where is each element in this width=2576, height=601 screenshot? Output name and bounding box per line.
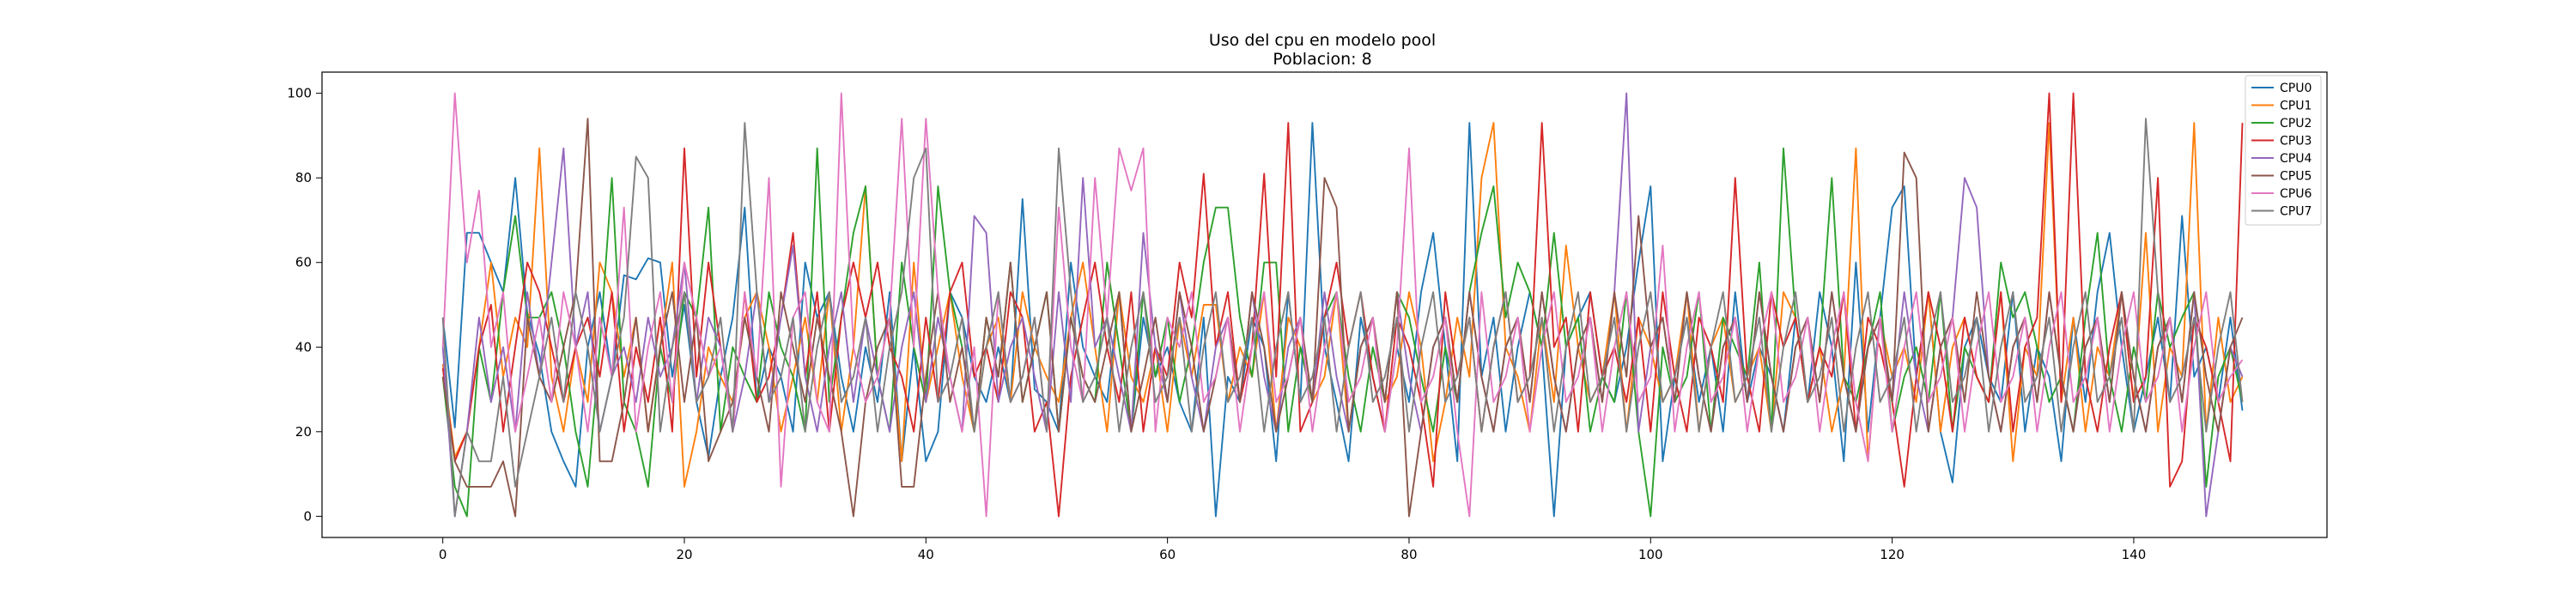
legend-label-cpu2: CPU2 bbox=[2280, 117, 2312, 131]
legend-label-cpu4: CPU4 bbox=[2280, 152, 2312, 166]
legend-label-cpu3: CPU3 bbox=[2280, 135, 2312, 149]
plot-frame bbox=[321, 71, 2328, 538]
x-tick-label: 60 bbox=[1159, 547, 1176, 562]
series-line-cpu0 bbox=[441, 122, 2244, 518]
y-tick-label: 40 bbox=[295, 339, 312, 355]
y-tick-label: 0 bbox=[303, 508, 312, 524]
legend-label-cpu5: CPU5 bbox=[2280, 170, 2312, 184]
legend-label-cpu0: CPU0 bbox=[2280, 82, 2312, 95]
series-lines bbox=[441, 92, 2244, 518]
x-tick-label: 80 bbox=[1400, 547, 1417, 562]
legend-box bbox=[2245, 75, 2322, 226]
legend-label-cpu1: CPU1 bbox=[2280, 100, 2312, 113]
y-tick-label: 80 bbox=[295, 170, 312, 185]
series-line-cpu5 bbox=[441, 118, 2244, 518]
x-tick-label: 0 bbox=[439, 547, 447, 562]
legend: CPU0 CPU1 CPU2 CPU3 CPU4 CPU5 CPU6 CPU7 bbox=[2245, 75, 2322, 226]
y-tick-label: 20 bbox=[295, 424, 312, 440]
y-axis: 0 20 40 60 80 100 bbox=[287, 86, 322, 524]
x-axis: 0 20 40 60 80 100 120 140 bbox=[439, 537, 2146, 562]
legend-label-cpu6: CPU6 bbox=[2280, 187, 2312, 201]
y-tick-label: 100 bbox=[287, 86, 312, 101]
chart-subtitle: Poblacion: 8 bbox=[1273, 50, 1371, 69]
series-line-cpu6 bbox=[441, 92, 2244, 518]
x-tick-label: 40 bbox=[918, 547, 934, 562]
x-tick-label: 120 bbox=[1880, 547, 1905, 562]
x-tick-label: 20 bbox=[676, 547, 692, 562]
chart-title: Uso del cpu en modelo pool bbox=[1209, 31, 1436, 50]
y-tick-label: 60 bbox=[295, 255, 312, 270]
x-tick-label: 140 bbox=[2122, 547, 2147, 562]
legend-label-cpu7: CPU7 bbox=[2280, 205, 2312, 219]
x-tick-label: 100 bbox=[1638, 547, 1663, 562]
series-line-cpu7 bbox=[441, 118, 2244, 518]
